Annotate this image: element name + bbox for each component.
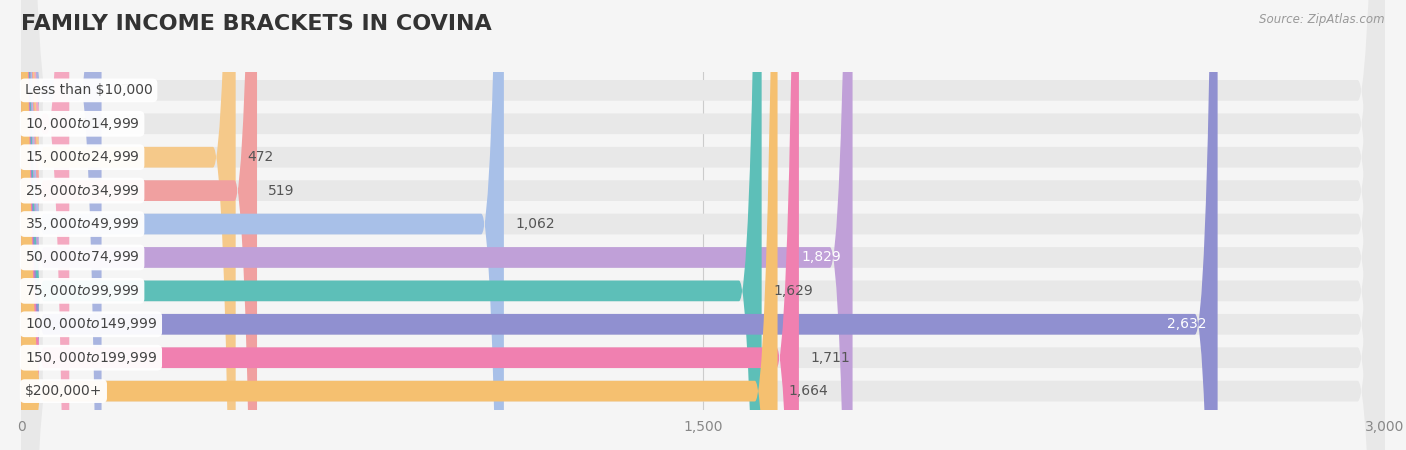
Text: Source: ZipAtlas.com: Source: ZipAtlas.com bbox=[1260, 14, 1385, 27]
Text: $10,000 to $14,999: $10,000 to $14,999 bbox=[25, 116, 139, 132]
Text: 1,829: 1,829 bbox=[801, 251, 841, 265]
Text: $35,000 to $49,999: $35,000 to $49,999 bbox=[25, 216, 139, 232]
Text: FAMILY INCOME BRACKETS IN COVINA: FAMILY INCOME BRACKETS IN COVINA bbox=[21, 14, 492, 33]
FancyBboxPatch shape bbox=[21, 0, 503, 450]
Text: $15,000 to $24,999: $15,000 to $24,999 bbox=[25, 149, 139, 165]
FancyBboxPatch shape bbox=[21, 0, 778, 450]
FancyBboxPatch shape bbox=[21, 0, 799, 450]
Text: 1,062: 1,062 bbox=[515, 217, 555, 231]
Text: Less than $10,000: Less than $10,000 bbox=[25, 83, 152, 97]
FancyBboxPatch shape bbox=[21, 0, 236, 450]
FancyBboxPatch shape bbox=[21, 0, 1385, 450]
FancyBboxPatch shape bbox=[21, 0, 1218, 450]
FancyBboxPatch shape bbox=[21, 0, 1385, 450]
Text: $75,000 to $99,999: $75,000 to $99,999 bbox=[25, 283, 139, 299]
FancyBboxPatch shape bbox=[21, 0, 1385, 450]
Text: 472: 472 bbox=[247, 150, 273, 164]
Text: $25,000 to $34,999: $25,000 to $34,999 bbox=[25, 183, 139, 198]
FancyBboxPatch shape bbox=[21, 0, 1385, 450]
FancyBboxPatch shape bbox=[21, 0, 1385, 450]
FancyBboxPatch shape bbox=[21, 0, 762, 450]
FancyBboxPatch shape bbox=[21, 0, 1385, 450]
FancyBboxPatch shape bbox=[21, 0, 101, 450]
Text: 106: 106 bbox=[80, 117, 107, 131]
FancyBboxPatch shape bbox=[21, 0, 257, 450]
FancyBboxPatch shape bbox=[21, 0, 69, 450]
Text: 519: 519 bbox=[269, 184, 295, 198]
FancyBboxPatch shape bbox=[21, 0, 852, 450]
Text: 1,629: 1,629 bbox=[773, 284, 813, 298]
Text: $50,000 to $74,999: $50,000 to $74,999 bbox=[25, 249, 139, 266]
Text: $200,000+: $200,000+ bbox=[25, 384, 103, 398]
FancyBboxPatch shape bbox=[21, 0, 1385, 450]
Text: $100,000 to $149,999: $100,000 to $149,999 bbox=[25, 316, 157, 332]
Text: 2,632: 2,632 bbox=[1167, 317, 1206, 331]
FancyBboxPatch shape bbox=[21, 0, 1385, 450]
Text: 1,711: 1,711 bbox=[810, 351, 851, 364]
Text: 177: 177 bbox=[112, 83, 139, 97]
Text: $150,000 to $199,999: $150,000 to $199,999 bbox=[25, 350, 157, 366]
FancyBboxPatch shape bbox=[21, 0, 1385, 450]
FancyBboxPatch shape bbox=[21, 0, 1385, 450]
Text: 1,664: 1,664 bbox=[789, 384, 828, 398]
